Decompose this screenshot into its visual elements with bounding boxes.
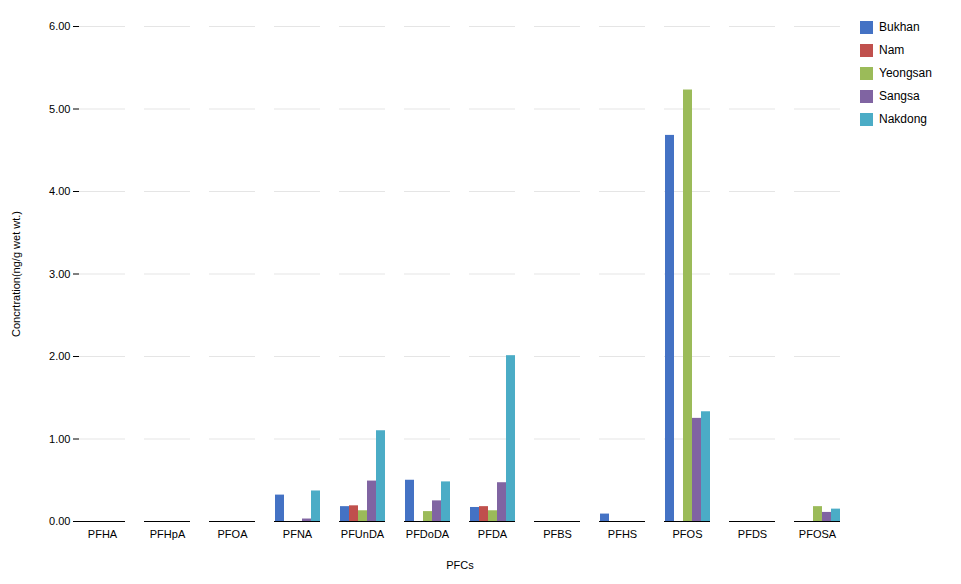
svg-text:PFCs: PFCs [446,559,474,571]
html-text:Nam: Nam [879,43,905,57]
svg-text:PFOS: PFOS [673,528,703,540]
svg-text:PFBS: PFBS [543,528,572,540]
svg-text:PFHS: PFHS [608,528,637,540]
html-text:Bukhan: Bukhan [879,20,920,34]
svg-text:PFUnDA: PFUnDA [341,528,385,540]
svg-text:PFHpA: PFHpA [150,528,186,540]
svg-text:5.00: 5.00 [49,103,70,115]
svg-text:0.00: 0.00 [49,515,70,527]
html-text:Sangsa: Sangsa [879,89,920,103]
html-text:Yeongsan: Yeongsan [879,66,932,80]
svg-text:PFDA: PFDA [478,528,508,540]
svg-text:PFOSA: PFOSA [799,528,837,540]
svg-text:PFOA: PFOA [218,528,249,540]
svg-text:PFHA: PFHA [88,528,118,540]
html-text:Nakdong: Nakdong [879,112,927,126]
svg-text:PFNA: PFNA [283,528,313,540]
svg-text:6.00: 6.00 [49,20,70,32]
svg-text:PFDoDA: PFDoDA [406,528,450,540]
svg-text:Concrtration(ng/g wet wt.): Concrtration(ng/g wet wt.) [10,211,22,337]
svg-text:3.00: 3.00 [49,268,70,280]
svg-text:1.00: 1.00 [49,433,70,445]
svg-text:4.00: 4.00 [49,185,70,197]
svg-text:PFDS: PFDS [738,528,767,540]
svg-text:2.00: 2.00 [49,350,70,362]
